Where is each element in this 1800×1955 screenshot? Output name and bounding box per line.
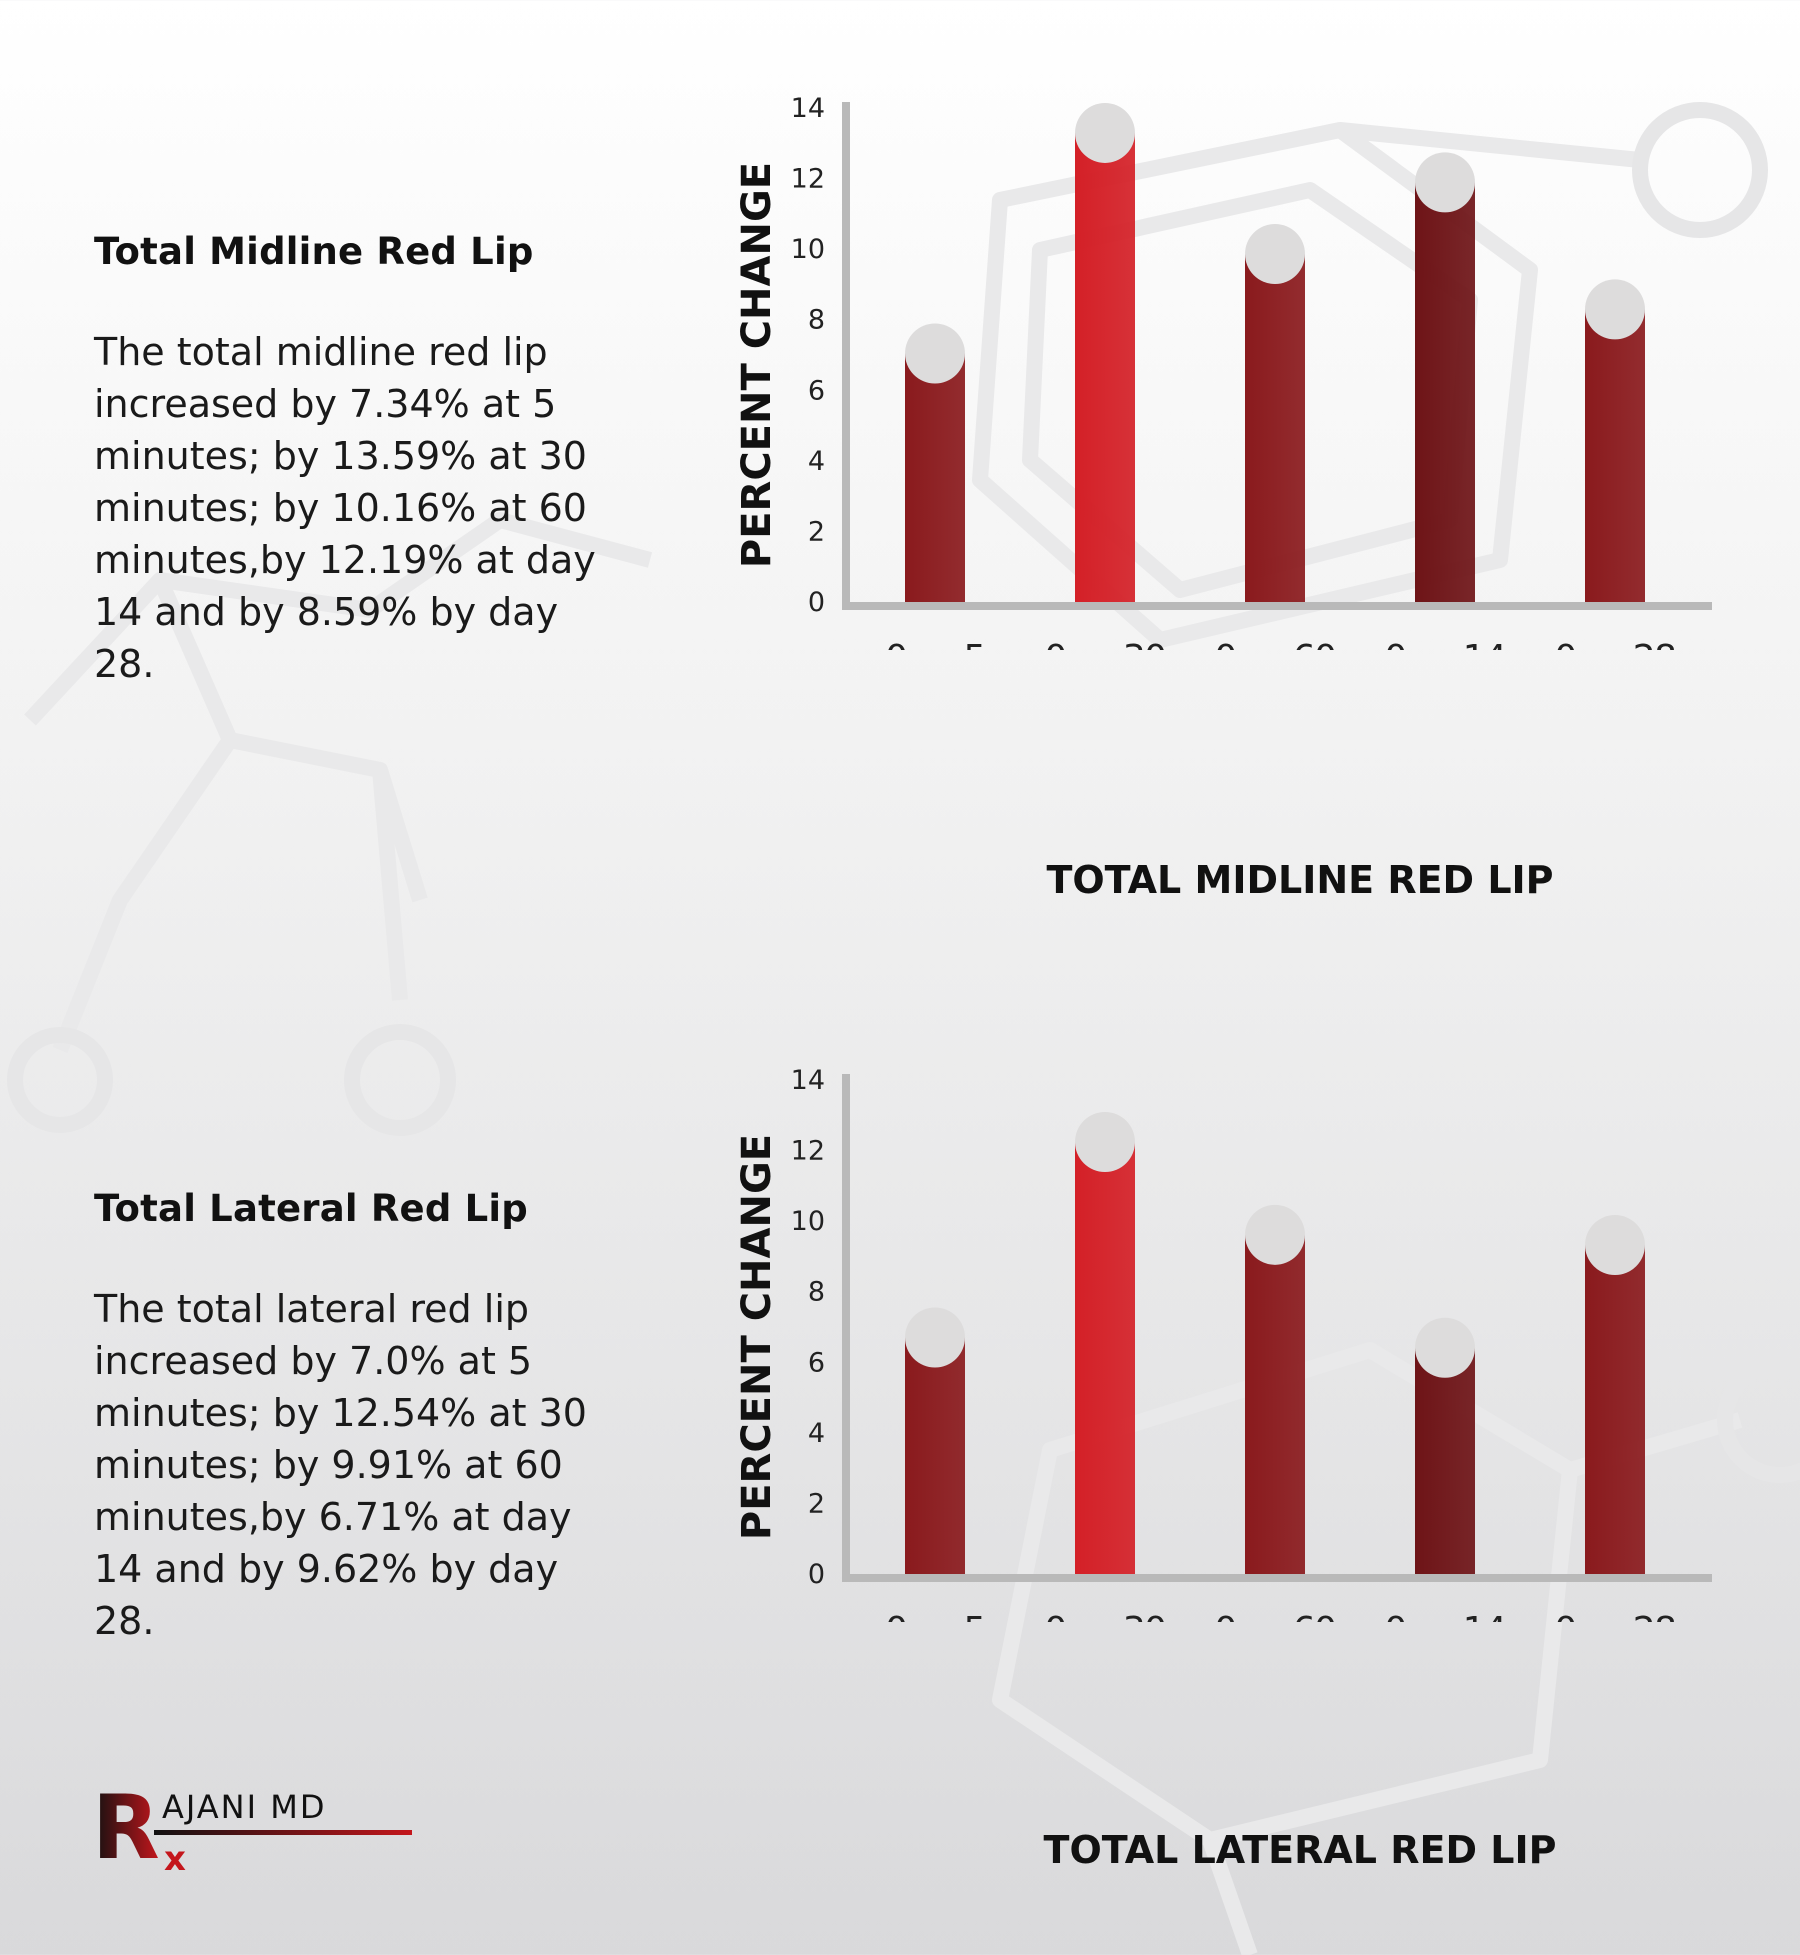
- bar-cap: [905, 1307, 965, 1368]
- y-tick-label: 6: [808, 375, 825, 406]
- midline-heading: Total Midline Red Lip: [94, 230, 534, 273]
- x-category-label: 0 vs 5: [885, 638, 985, 650]
- midline-x-axis-title: TOTAL MIDLINE RED LIP: [1046, 858, 1554, 902]
- bar-cap: [1585, 279, 1645, 340]
- bar: [1585, 309, 1645, 602]
- y-tick-label: 4: [808, 1418, 825, 1449]
- y-tick-label: 6: [808, 1347, 825, 1378]
- y-tick-label: 2: [808, 1488, 825, 1519]
- logo-wordmark: AJANI MD: [162, 1788, 326, 1826]
- x-category-label: 0 vs 60: [1214, 638, 1335, 650]
- bar-cap: [1415, 1317, 1475, 1378]
- y-tick-label: 12: [791, 164, 825, 195]
- y-tick-label: 0: [808, 587, 825, 618]
- x-axis-line: [842, 1574, 1712, 1582]
- x-category-label: 0 vs 60: [1214, 1610, 1335, 1622]
- midline-description: The total midline red lip increased by 7…: [94, 330, 596, 686]
- bar-cap: [1415, 152, 1475, 213]
- x-category-label: 0 vs 30: [1044, 1610, 1165, 1622]
- bar-cap: [1245, 1204, 1305, 1265]
- bar: [1585, 1245, 1645, 1574]
- x-category-label: 0 vs 28: [1554, 638, 1675, 650]
- y-axis-line: [842, 1074, 850, 1582]
- lateral-bar-chart: 0 2 4 6 8 10 12 14 PERCENT CHANGE 0 vs 5 0 vs 30 0 …: [734, 1065, 1712, 1622]
- x-category-label: 0 vs 14: [1384, 638, 1505, 650]
- x-category-label: 0 vs 28: [1554, 1610, 1675, 1622]
- bar-cap: [1585, 1215, 1645, 1276]
- rajani-md-logo: R x AJANI MD: [92, 1780, 412, 1875]
- y-tick-label: 2: [808, 516, 825, 547]
- lateral-heading: Total Lateral Red Lip: [94, 1187, 528, 1230]
- y-tick-label: 10: [791, 234, 825, 265]
- logo-x-mark: x: [164, 1839, 186, 1875]
- y-tick-label: 14: [791, 1065, 825, 1096]
- bar: [905, 1337, 965, 1574]
- y-tick-label: 14: [791, 93, 825, 124]
- bar: [1415, 1347, 1475, 1574]
- bar: [905, 353, 965, 602]
- y-axis-title: PERCENT CHANGE: [734, 162, 780, 568]
- bar-cap: [1075, 1112, 1135, 1173]
- y-tick-label: 0: [808, 1559, 825, 1590]
- y-axis-line: [842, 102, 850, 610]
- x-axis-line: [842, 602, 1712, 610]
- x-category-label: 0 vs 30: [1044, 638, 1165, 650]
- bar: [1415, 182, 1475, 603]
- lateral-x-axis-title: TOTAL LATERAL RED LIP: [1043, 1828, 1557, 1872]
- logo-r-mark: R: [92, 1780, 160, 1875]
- y-tick-label: 12: [791, 1136, 825, 1167]
- bar-cap: [1075, 102, 1135, 163]
- x-category-label: 0 vs 14: [1384, 1610, 1505, 1622]
- y-tick-label: 10: [791, 1206, 825, 1237]
- x-category-label: 0 vs 5: [885, 1610, 985, 1622]
- y-tick-label: 8: [808, 305, 825, 336]
- bar-cap: [1245, 223, 1305, 284]
- midline-bar-chart: 0 2 4 6 8 10 12 14 PERCENT CHANGE 0 vs 5 0 vs 30 0 …: [734, 93, 1712, 650]
- y-axis-title: PERCENT CHANGE: [734, 1134, 780, 1540]
- bar: [1075, 132, 1135, 602]
- bar-cap: [905, 323, 965, 384]
- bar: [1245, 1234, 1305, 1574]
- bar: [1245, 253, 1305, 603]
- y-tick-label: 4: [808, 446, 825, 477]
- lateral-description: The total lateral red lip increased by 7…: [94, 1287, 587, 1643]
- bar: [1075, 1142, 1135, 1574]
- y-tick-label: 8: [808, 1277, 825, 1308]
